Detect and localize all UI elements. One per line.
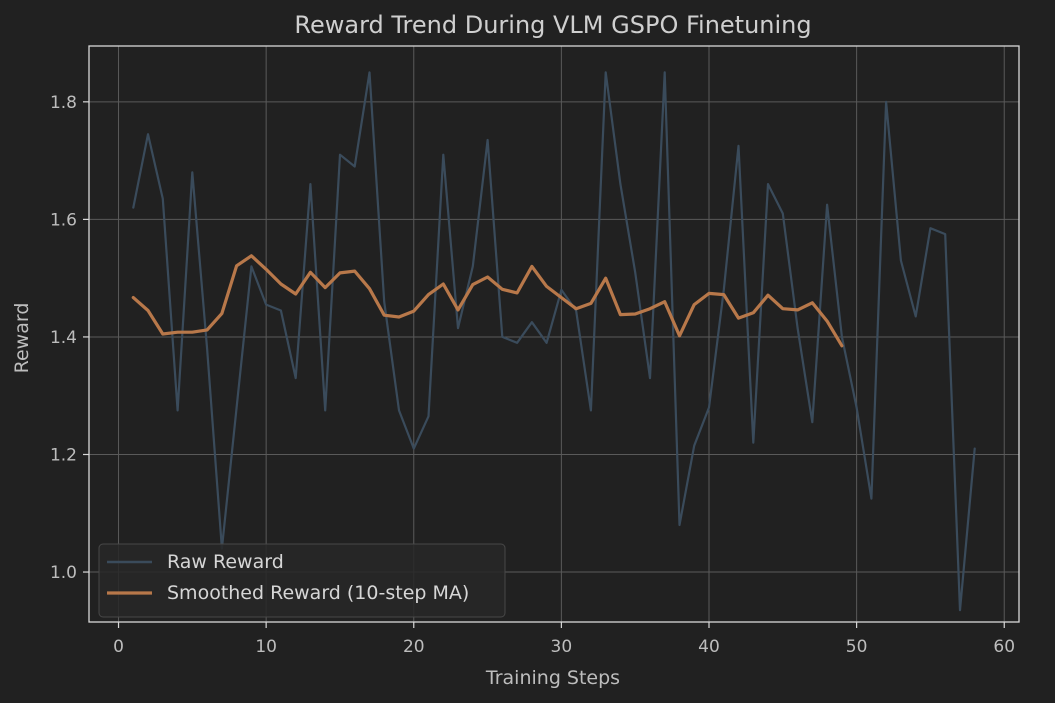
x-tick-label: 50 (846, 637, 868, 657)
y-axis-label: Reward (11, 303, 33, 374)
raw-reward-line (132, 71, 976, 612)
x-tick-label: 60 (993, 637, 1015, 657)
x-tick-label: 0 (113, 637, 124, 657)
y-tick-label: 1.0 (50, 563, 77, 583)
grid-lines (89, 46, 1019, 622)
y-tick-label: 1.2 (50, 445, 77, 465)
y-tick-label: 1.8 (50, 93, 77, 113)
smoothed-reward-line (131, 254, 844, 348)
y-tick-label: 1.6 (50, 210, 77, 230)
y-tick-label: 1.4 (50, 328, 77, 348)
series-lines (131, 71, 976, 612)
x-tick-label: 10 (255, 637, 277, 657)
x-axis-label: Training Steps (485, 667, 620, 689)
legend-box (98, 543, 506, 618)
axis-ticks: 0 10 20 30 40 50 60 1.0 1.2 1.4 1.6 1.8 (50, 93, 1015, 657)
x-tick-label: 40 (698, 637, 720, 657)
plot-frame (88, 45, 1020, 623)
legend-label-smoothed: Smoothed Reward (10-step MA) (167, 582, 469, 604)
legend-label-raw: Raw Reward (167, 551, 284, 573)
chart-title: Reward Trend During VLM GSPO Finetuning (294, 11, 811, 39)
x-tick-label: 30 (551, 637, 573, 657)
legend: Raw Reward Smoothed Reward (10-step MA) (98, 543, 506, 618)
x-tick-label: 20 (403, 637, 425, 657)
